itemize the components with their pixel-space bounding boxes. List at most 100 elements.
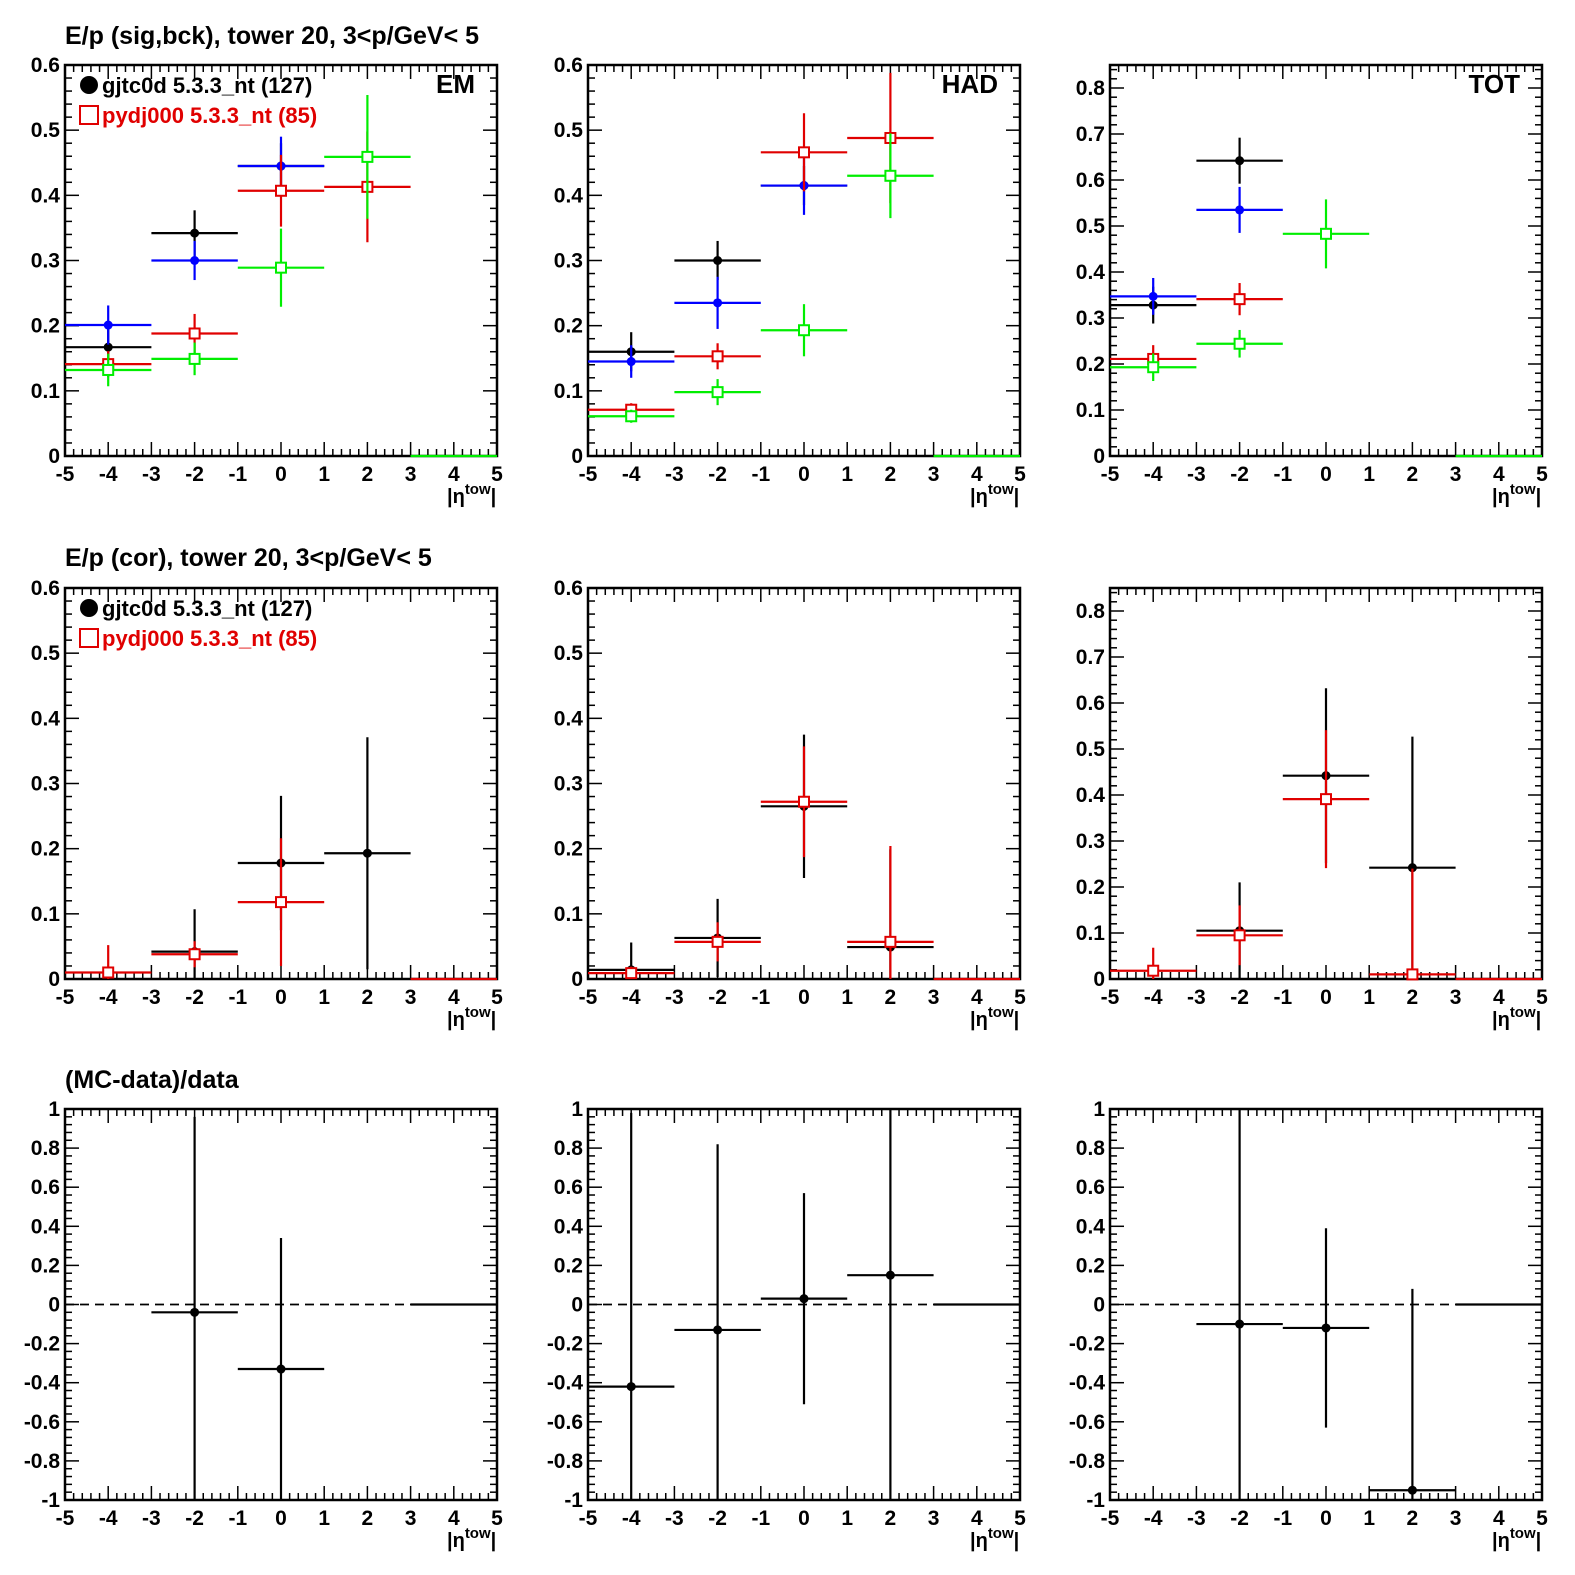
series-3 — [588, 133, 1020, 458]
data-point — [188, 948, 201, 961]
y-tick-label: 0.8 — [1076, 77, 1106, 100]
y-tick-label: 0.8 — [554, 1137, 584, 1160]
x-tick-label: 1 — [841, 986, 853, 1009]
data-point — [276, 1364, 286, 1374]
y-tick-label: 0.5 — [31, 119, 61, 142]
x-tick-label: -1 — [751, 463, 770, 486]
panel-1-0: -5 -4 -3 -2 -1 0 1 2 3 4 5 0 0.1 0.2 0.3 0.4 0.5 0.6 |ηtow… — [31, 577, 503, 1031]
plot-grid: -5 -4 -3 -2 -1 0 1 2 3 4 500.10.20.30.40.50.6|ηtow… — [24, 54, 1548, 1552]
y-tick-label: 0 — [571, 1294, 583, 1317]
x-axis-label-main: |η — [447, 1009, 465, 1031]
y-tick-label: 0.4 — [1076, 261, 1106, 284]
data-point — [1233, 293, 1246, 306]
y-tick-label: -1 — [564, 1489, 583, 1512]
y-tick-label: 0.2 — [31, 838, 60, 861]
x-tick-label: -2 — [1230, 986, 1249, 1009]
x-tick-label: -2 — [185, 1507, 204, 1530]
data-point — [1148, 291, 1158, 301]
x-axis-label-sup: tow — [465, 1525, 491, 1542]
y-tick-label: 0.3 — [1076, 307, 1105, 330]
x-axis-label-sup: tow — [988, 481, 1014, 498]
x-tick-label: 1 — [318, 986, 330, 1009]
legend: gjtc0d 5.3.3_nt (127) pydj000 5.3.3_nt (8… — [79, 596, 317, 651]
data-point — [1233, 929, 1246, 942]
x-tick-label: 2 — [1407, 1507, 1419, 1530]
data-point — [103, 320, 113, 330]
x-tick-label: 2 — [1407, 986, 1419, 1009]
x-tick-label: 4 — [1493, 986, 1505, 1009]
x-axis-label-close: | — [1014, 1530, 1020, 1552]
data-point — [1147, 361, 1160, 374]
x-axis-label-close: | — [1014, 486, 1020, 508]
x-tick-label: 3 — [405, 986, 417, 1009]
y-tick-label: 0.2 — [31, 1254, 60, 1277]
x-tick-label: 1 — [1363, 463, 1375, 486]
data-point — [362, 848, 372, 858]
y-tick-label: 0.4 — [31, 707, 61, 730]
data-point — [625, 967, 638, 980]
y-tick-label: -0.8 — [547, 1450, 584, 1473]
y-tick-label: 0.4 — [554, 1215, 584, 1238]
y-tick-label: 0.1 — [554, 903, 584, 926]
legend-marker-data — [80, 76, 98, 94]
x-tick-label: -3 — [1187, 986, 1206, 1009]
y-tick-label: 0.4 — [31, 1215, 61, 1238]
x-tick-label: 3 — [405, 1507, 417, 1530]
x-tick-label: 5 — [491, 463, 503, 486]
y-tick-label: 0.3 — [1076, 830, 1105, 853]
x-tick-label: -4 — [1144, 1507, 1163, 1530]
y-tick-label: -0.4 — [547, 1372, 584, 1395]
x-axis-label-close: | — [491, 1009, 497, 1031]
y-tick-label: 0.2 — [554, 315, 583, 338]
legend-label-data: gjtc0d 5.3.3_nt (127) — [102, 596, 312, 621]
x-tick-label: 3 — [928, 463, 940, 486]
x-tick-label: 2 — [885, 463, 897, 486]
x-tick-label: -1 — [1273, 986, 1292, 1009]
x-tick-label: 0 — [1320, 986, 1332, 1009]
data-point — [713, 298, 723, 308]
x-tick-label: 3 — [1450, 1507, 1462, 1530]
data-point — [626, 357, 636, 367]
x-tick-label: 3 — [1450, 463, 1462, 486]
x-axis-label-close: | — [1536, 1009, 1542, 1031]
y-tick-label: -0.2 — [547, 1333, 583, 1356]
data-point — [884, 935, 897, 948]
y-tick-label: 0.2 — [554, 838, 583, 861]
x-tick-label: -3 — [142, 986, 161, 1009]
y-tick-label: 0.3 — [31, 250, 60, 273]
x-tick-label: 2 — [885, 1507, 897, 1530]
data-point — [188, 327, 201, 340]
y-tick-label: 0.2 — [31, 315, 60, 338]
y-tick-label: 0.4 — [1076, 784, 1106, 807]
x-axis-label-main: |η — [970, 1530, 988, 1552]
series-3 — [65, 94, 497, 458]
panel-1-1: -5 -4 -3 -2 -1 0 1 2 3 4 5 0 0.1 0.2 0.3 0.4 0.5 0.6 |ηtow… — [554, 577, 1026, 1031]
x-tick-label: -3 — [665, 463, 684, 486]
data-point — [1407, 863, 1417, 873]
x-tick-label: -5 — [579, 986, 598, 1009]
x-tick-label: 1 — [841, 1507, 853, 1530]
y-tick-label: -0.8 — [24, 1450, 61, 1473]
legend-marker-mc — [79, 628, 99, 648]
x-tick-label: -4 — [622, 463, 641, 486]
y-tick-label: 0.2 — [1076, 876, 1105, 899]
x-axis-label-main: |η — [1492, 486, 1510, 508]
data-point — [1321, 1323, 1331, 1333]
data-point — [798, 795, 810, 808]
data-point — [884, 169, 897, 182]
y-tick-label: -0.8 — [1069, 1450, 1106, 1473]
x-axis-label-sup: tow — [988, 1004, 1014, 1021]
panel-0-2: -5 -4 -3 -2 -1 0 1 2 3 4 5 0 0.1 0.2 0.3 0.4 0.5 0.6 0.7 0.… — [1076, 63, 1548, 508]
y-tick-label: 0 — [1093, 445, 1105, 468]
x-axis-label: |ηtow| — [447, 1525, 496, 1552]
x-tick-label: 5 — [491, 1507, 503, 1530]
data-point — [713, 1325, 723, 1335]
y-tick-label: 1 — [48, 1098, 60, 1121]
x-tick-label: -1 — [228, 463, 247, 486]
y-tick-label: 0.5 — [31, 642, 61, 665]
data-point — [275, 261, 287, 274]
x-tick-label: 0 — [798, 986, 810, 1009]
y-tick-label: 0.6 — [31, 1176, 60, 1199]
y-tick-label: 0.6 — [554, 54, 583, 77]
